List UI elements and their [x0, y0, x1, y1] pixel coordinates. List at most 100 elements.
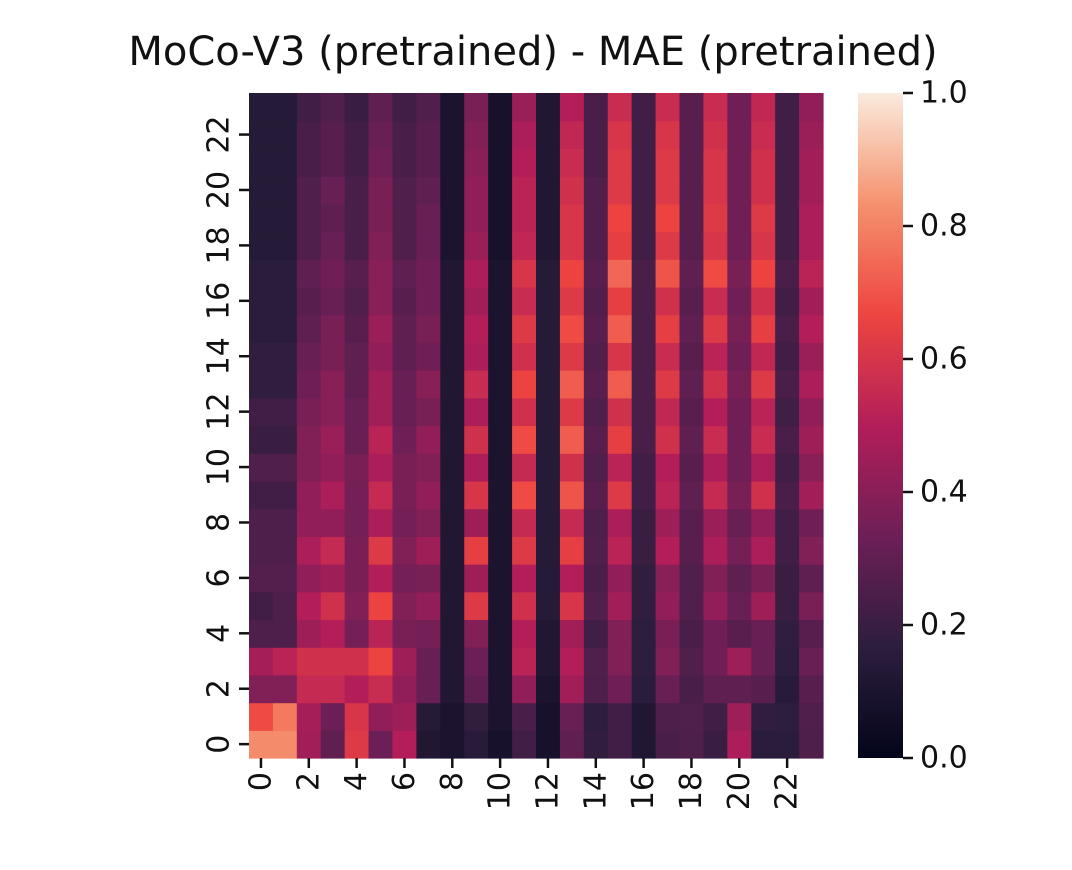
- heatmap-cell: [488, 619, 513, 648]
- heatmap-cell: [249, 619, 274, 648]
- heatmap-cell: [679, 508, 705, 537]
- heatmap-cell: [655, 425, 681, 454]
- colorbar-axis: 0.0 0.2 0.4 0.6 0.8 1.0: [903, 76, 968, 776]
- heatmap-cell: [607, 425, 633, 454]
- heatmap-cell: [703, 120, 728, 150]
- heatmap-cell: [703, 564, 728, 593]
- heatmap-cell: [655, 286, 681, 316]
- heatmap-cell: [440, 619, 465, 648]
- heatmap-cell: [488, 425, 513, 454]
- heatmap-cell: [249, 508, 274, 537]
- heatmap-cell: [320, 591, 346, 621]
- heatmap-cell: [775, 203, 800, 233]
- heatmap-cell: [320, 425, 346, 454]
- heatmap-cell: [631, 231, 657, 260]
- heatmap-cell: [368, 370, 394, 399]
- heatmap-cell: [440, 176, 465, 205]
- heatmap-cell: [799, 314, 824, 343]
- heatmap-cell: [607, 647, 633, 676]
- heatmap-cell: [440, 286, 465, 316]
- heatmap-cell: [536, 286, 561, 316]
- heatmap-cell: [440, 148, 465, 177]
- heatmap-cell: [679, 314, 705, 343]
- heatmap-cell: [799, 120, 824, 150]
- heatmap-cell: [368, 591, 394, 621]
- heatmap-cell: [655, 342, 681, 371]
- heatmap-cell: [488, 453, 513, 482]
- heatmap-cell: [559, 564, 585, 593]
- heatmap-cell: [583, 647, 609, 676]
- heatmap-cell: [799, 453, 824, 482]
- heatmap-cell: [679, 480, 705, 510]
- heatmap-cell: [344, 480, 370, 510]
- heatmap-cell: [727, 674, 752, 704]
- heatmap-cell: [775, 702, 800, 731]
- heatmap-cell: [344, 231, 370, 260]
- heatmap-cell: [344, 259, 370, 288]
- heatmap-cell: [775, 176, 800, 205]
- heatmap-cell: [320, 397, 346, 427]
- heatmap-cell: [751, 203, 776, 233]
- y-tick-label: 2: [202, 679, 237, 698]
- heatmap-cell: [583, 591, 609, 621]
- heatmap-cell: [488, 564, 513, 593]
- heatmap-cell: [751, 120, 776, 150]
- colorbar-tick-label: 0.4: [920, 475, 968, 510]
- heatmap-cell: [344, 425, 370, 454]
- heatmap-cell: [799, 480, 824, 510]
- heatmap-cell: [559, 425, 585, 454]
- heatmap-cell: [368, 480, 394, 510]
- heatmap-cell: [464, 564, 489, 593]
- heatmap-cell: [464, 591, 489, 621]
- heatmap-cell: [512, 314, 537, 343]
- heatmap-cell: [344, 647, 370, 676]
- heatmap-cell: [536, 619, 561, 648]
- heatmap-cell: [344, 453, 370, 482]
- heatmap-cell: [488, 370, 513, 399]
- heatmap-cell: [775, 674, 800, 704]
- heatmap-cell: [296, 148, 322, 177]
- heatmap-cell: [703, 286, 728, 316]
- heatmap-cell: [464, 231, 489, 260]
- heatmap-cell: [416, 176, 441, 205]
- heatmap-cell: [320, 647, 346, 676]
- heatmap-cell: [512, 397, 537, 427]
- heatmap-cell: [440, 453, 465, 482]
- heatmap-cell: [392, 342, 418, 371]
- heatmap-cell: [440, 647, 465, 676]
- heatmap-cell: [703, 480, 728, 510]
- heatmap-cell: [344, 176, 370, 205]
- heatmap-cell: [512, 93, 537, 122]
- heatmap-cell: [392, 425, 418, 454]
- colorbar-tick-label: 0.2: [920, 608, 968, 643]
- heatmap-cell: [703, 425, 728, 454]
- heatmap-cell: [320, 564, 346, 593]
- heatmap-cell: [368, 259, 394, 288]
- heatmap-cell: [583, 370, 609, 399]
- colorbar-tick-label: 0.0: [920, 741, 968, 776]
- heatmap-cell: [607, 397, 633, 427]
- heatmap-cell: [679, 259, 705, 288]
- heatmap-cell: [416, 203, 441, 233]
- heatmap-cell: [320, 286, 346, 316]
- heatmap-cell: [727, 591, 752, 621]
- heatmap-cell: [655, 453, 681, 482]
- heatmap-cell: [536, 536, 561, 565]
- heatmap-cell: [727, 231, 752, 260]
- heatmap-cell: [296, 259, 322, 288]
- heatmap-cell: [679, 370, 705, 399]
- heatmap-cell: [344, 619, 370, 648]
- heatmap-cell: [344, 591, 370, 621]
- heatmap-cell: [583, 342, 609, 371]
- heatmap-cell: [440, 508, 465, 537]
- heatmap-cell: [679, 231, 705, 260]
- heatmap-cell: [799, 702, 824, 731]
- heatmap-cell: [679, 674, 705, 704]
- heatmap-cell: [416, 314, 441, 343]
- heatmap-cell: [583, 480, 609, 510]
- heatmap-cell: [440, 93, 465, 122]
- heatmap-cell: [320, 730, 346, 759]
- heatmap-cell: [559, 93, 585, 122]
- heatmap-cell: [296, 647, 322, 676]
- heatmap-cell: [559, 314, 585, 343]
